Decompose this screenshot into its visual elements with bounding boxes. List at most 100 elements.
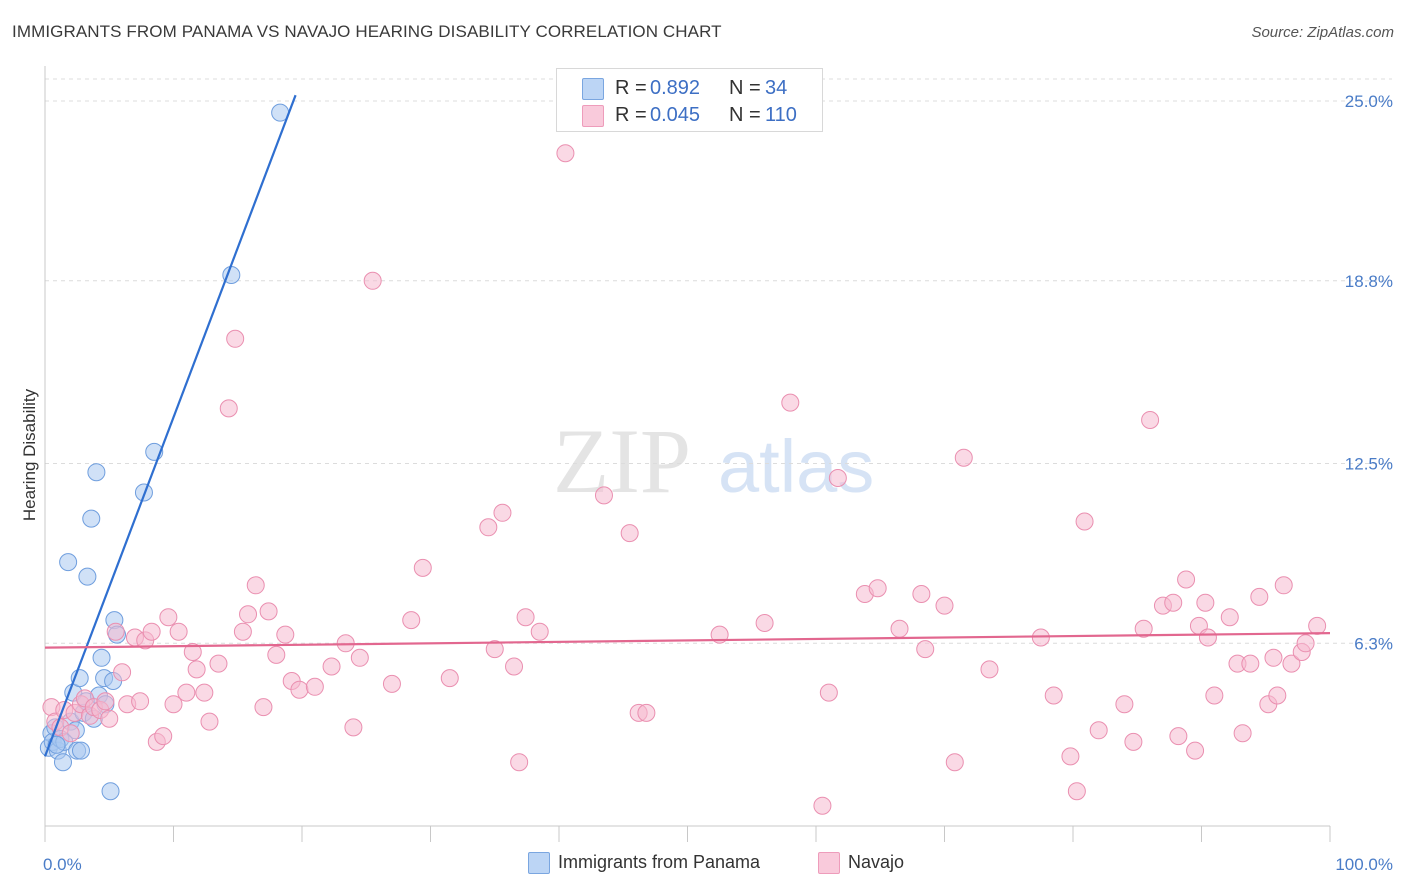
legend-n-value: 110: [765, 104, 797, 126]
trend-lines: [43, 94, 1331, 757]
point-navajo: [1141, 411, 1160, 429]
point-navajo: [485, 640, 504, 659]
point-navajo: [344, 718, 363, 737]
point-navajo: [154, 727, 173, 746]
trend-line-panama: [43, 94, 297, 757]
point-panama: [78, 567, 97, 586]
point-navajo: [1282, 654, 1301, 673]
point-navajo: [259, 602, 278, 621]
point-navajo: [1061, 747, 1080, 766]
point-navajo: [131, 692, 150, 711]
point-navajo: [200, 712, 219, 731]
axes: [44, 66, 1331, 842]
legend-n-label: N =: [729, 104, 761, 126]
point-navajo: [556, 144, 575, 163]
point-navajo: [96, 692, 115, 711]
point-navajo: [363, 271, 382, 290]
point-navajo: [505, 657, 524, 676]
point-navajo: [1268, 686, 1287, 705]
point-navajo: [254, 698, 273, 717]
point-navajo: [1177, 570, 1196, 589]
point-navajo: [1124, 732, 1143, 751]
point-navajo: [954, 448, 973, 467]
source-credit: Source: ZipAtlas.com: [1251, 24, 1394, 41]
watermark: ZIP atlas: [553, 410, 874, 512]
point-navajo: [187, 660, 206, 679]
point-navajo: [916, 640, 935, 659]
point-navajo: [61, 724, 80, 743]
point-navajo: [159, 608, 178, 627]
bottom-legend-swatch-navajo: [818, 852, 840, 874]
point-navajo: [1205, 686, 1224, 705]
legend-swatch-panama: [582, 78, 604, 100]
legend-r-label: R =: [615, 104, 647, 126]
point-navajo: [1067, 782, 1086, 801]
point-navajo: [169, 622, 188, 641]
point-navajo: [479, 518, 498, 537]
point-navajo: [219, 399, 238, 418]
y-tick-label: 12.5%: [1345, 455, 1393, 474]
point-navajo: [1134, 619, 1153, 638]
point-navajo: [890, 619, 909, 638]
point-navajo: [868, 579, 887, 598]
point-panama: [53, 753, 72, 772]
point-navajo: [440, 669, 459, 688]
point-navajo: [267, 645, 286, 664]
point-navajo: [1169, 727, 1188, 746]
point-panama: [47, 735, 66, 754]
point-navajo: [1308, 616, 1327, 635]
point-navajo: [402, 611, 421, 630]
point-navajo: [164, 695, 183, 714]
point-navajo: [828, 469, 847, 487]
point-panama: [71, 741, 90, 760]
point-navajo: [1198, 628, 1217, 647]
point-navajo: [322, 657, 341, 676]
point-navajo: [510, 753, 529, 772]
point-navajo: [781, 393, 800, 412]
legend-r-value: 0.892: [650, 77, 701, 99]
point-navajo: [1233, 724, 1252, 743]
point-navajo: [1264, 648, 1283, 667]
point-navajo: [1241, 654, 1260, 673]
legend-r-label: R =: [615, 77, 647, 99]
legend-r-value: 0.045: [650, 104, 701, 126]
point-navajo: [516, 608, 535, 627]
point-navajo: [1164, 593, 1183, 612]
point-navajo: [1274, 576, 1293, 595]
point-panama: [82, 509, 101, 528]
y-tick-label: 25.0%: [1345, 92, 1393, 111]
point-navajo: [1089, 721, 1108, 740]
point-navajo: [226, 329, 245, 348]
point-navajo: [382, 674, 401, 693]
legend-row-panama: R = 0.892 N = 34: [557, 75, 822, 101]
point-navajo: [620, 524, 639, 543]
point-navajo: [106, 622, 125, 641]
point-navajo: [233, 622, 252, 641]
point-navajo: [594, 486, 613, 505]
point-navajo: [276, 625, 295, 644]
point-panama: [92, 648, 111, 667]
point-navajo: [935, 596, 954, 615]
point-panama: [59, 553, 78, 572]
point-navajo: [142, 622, 161, 641]
point-navajo: [819, 683, 838, 702]
axis-labels: 6.3% 12.5% 18.8% 25.0% 0.0% 100.0% Hearing Dis…: [20, 92, 1393, 874]
point-navajo: [209, 654, 228, 673]
bottom-legend-label-panama: Immigrants from Panama: [558, 852, 761, 872]
trend-line-navajo: [44, 632, 1331, 649]
legend-row-navajo: R = 0.045 N = 110: [557, 102, 822, 128]
x-tick-label-min: 0.0%: [43, 855, 82, 874]
chart-title: IMMIGRANTS FROM PANAMA VS NAVAJO HEARING…: [12, 22, 722, 41]
x-tick-label-max: 100.0%: [1335, 855, 1393, 874]
point-panama: [87, 463, 106, 482]
point-navajo: [912, 585, 931, 603]
gridlines: [45, 78, 1392, 644]
point-navajo: [350, 648, 369, 667]
point-navajo: [1186, 741, 1205, 760]
point-navajo: [1250, 587, 1269, 606]
point-navajo: [755, 614, 774, 632]
point-navajo: [1044, 686, 1063, 705]
point-navajo: [113, 663, 132, 682]
point-navajo: [637, 703, 656, 722]
